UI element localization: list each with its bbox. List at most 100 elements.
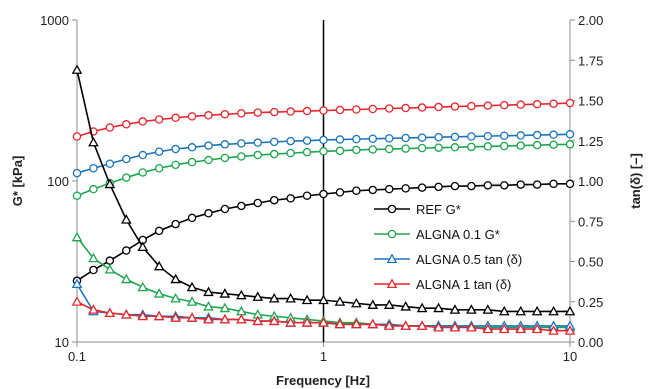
data-point xyxy=(89,184,98,194)
data-point xyxy=(417,133,427,142)
data-point xyxy=(269,149,279,159)
data-point xyxy=(417,143,427,153)
data-point xyxy=(401,144,410,153)
data-point xyxy=(384,184,394,194)
data-point xyxy=(72,168,82,178)
data-point xyxy=(105,123,115,132)
data-point xyxy=(220,140,230,149)
data-point xyxy=(268,292,280,303)
data-point xyxy=(565,98,575,108)
data-point xyxy=(203,286,214,297)
data-point xyxy=(515,323,527,334)
series-algna-0-1-g xyxy=(72,140,575,200)
legend-item: ALGNA 0.5 tan (δ) xyxy=(374,252,522,267)
data-point xyxy=(122,246,131,255)
data-point xyxy=(286,148,295,158)
data-point xyxy=(515,305,527,316)
data-point xyxy=(219,288,231,298)
data-point xyxy=(170,292,181,303)
y-tick-label: 10 xyxy=(55,335,69,350)
data-point xyxy=(532,130,542,140)
data-point xyxy=(269,137,279,147)
y2-tick-label: 1.25 xyxy=(578,134,603,149)
data-point xyxy=(138,117,147,126)
data-point xyxy=(401,133,410,143)
data-point xyxy=(383,320,395,330)
data-point xyxy=(105,256,115,265)
data-point xyxy=(400,320,411,330)
data-point xyxy=(516,100,525,109)
data-point xyxy=(253,108,263,117)
data-point xyxy=(434,182,443,192)
data-point xyxy=(516,180,525,189)
data-point xyxy=(204,155,213,165)
data-point xyxy=(449,304,461,314)
axes: 0.1 1 10 10 100 1000 0.00 0.25 0.50 0.75 1.00 1.25 1… xyxy=(40,13,603,364)
x-tick-label: 10 xyxy=(563,349,577,364)
data-point xyxy=(153,310,165,321)
data-point xyxy=(252,291,264,301)
data-point xyxy=(483,101,493,110)
series-ref-g xyxy=(72,179,575,286)
y2-tick-label: 0.25 xyxy=(578,295,603,310)
data-point xyxy=(187,213,197,223)
data-point xyxy=(302,147,312,157)
series-algna-1-g xyxy=(72,98,575,141)
data-point xyxy=(368,104,378,114)
data-point xyxy=(483,131,493,141)
data-point xyxy=(433,302,444,313)
data-point xyxy=(319,135,328,145)
data-point xyxy=(531,323,543,334)
data-point xyxy=(302,106,312,116)
data-point xyxy=(498,323,510,334)
data-point xyxy=(121,214,132,224)
data-point xyxy=(237,109,246,118)
legend-label: ALGNA 0.1 G* xyxy=(416,227,500,242)
data-point xyxy=(138,150,147,160)
data-point xyxy=(286,194,295,203)
legend-label: REF G* xyxy=(416,202,461,217)
data-point xyxy=(285,292,296,303)
data-point xyxy=(318,294,329,305)
data-point xyxy=(186,296,198,306)
data-point xyxy=(565,179,575,189)
data-point xyxy=(236,313,247,324)
data-point xyxy=(483,142,493,151)
data-point xyxy=(532,99,542,109)
data-point xyxy=(467,101,476,111)
data-point xyxy=(482,304,494,314)
data-point xyxy=(71,231,83,242)
y2-tick-label: 2.00 xyxy=(578,13,603,28)
data-point xyxy=(516,141,525,150)
data-point xyxy=(237,201,246,211)
data-point xyxy=(220,153,230,163)
data-point xyxy=(416,302,428,313)
data-point xyxy=(219,313,231,324)
data-point xyxy=(500,141,509,151)
data-point xyxy=(531,305,543,316)
y-axis-label: G* [kPa] xyxy=(10,156,25,207)
data-point xyxy=(352,145,361,155)
data-point xyxy=(319,189,328,199)
data-point xyxy=(564,305,576,316)
y2-tick-label: 1.50 xyxy=(578,94,603,109)
data-point xyxy=(384,134,394,143)
data-point xyxy=(450,102,460,111)
data-point xyxy=(253,198,263,208)
data-point xyxy=(204,111,213,120)
data-point xyxy=(137,281,149,292)
legend-item: REF G* xyxy=(374,202,461,217)
data-point xyxy=(467,181,476,191)
data-point xyxy=(549,140,558,149)
y2-tick-label: 1.75 xyxy=(578,53,603,68)
data-point xyxy=(104,264,116,274)
legend-swatch-marker xyxy=(386,278,398,289)
series-layer xyxy=(71,64,576,335)
data-point xyxy=(500,181,509,190)
data-point xyxy=(417,183,427,192)
data-point xyxy=(89,265,98,275)
data-point xyxy=(450,132,460,142)
data-point xyxy=(352,105,361,114)
data-point xyxy=(466,304,477,314)
